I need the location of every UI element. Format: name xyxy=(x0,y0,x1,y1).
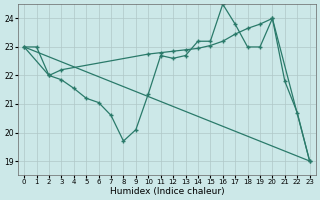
X-axis label: Humidex (Indice chaleur): Humidex (Indice chaleur) xyxy=(109,187,224,196)
